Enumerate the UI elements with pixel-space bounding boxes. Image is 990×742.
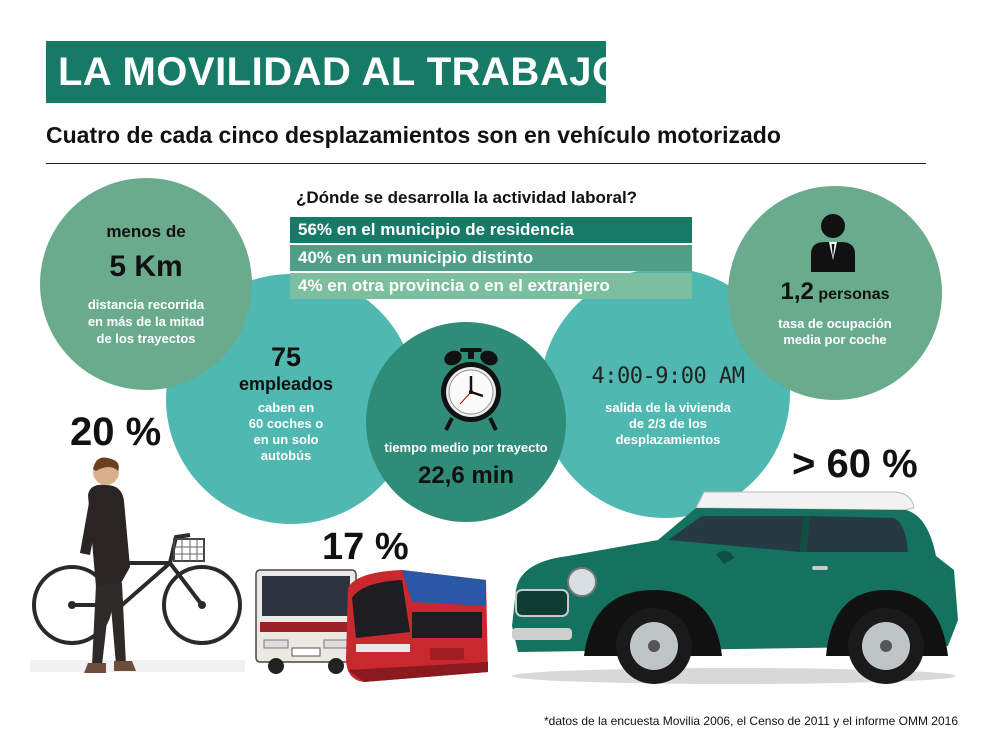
buses-image xyxy=(255,569,488,682)
employees-value: 75 xyxy=(270,342,302,372)
car-share: > 60 % xyxy=(792,442,918,486)
departure-description: salida de la vivienda de 2/3 de los despla… xyxy=(605,400,731,447)
car-image xyxy=(512,491,958,684)
footnote: *datos de la encuesta Movilia 2006, el C… xyxy=(543,714,958,728)
occupancy-description: tasa de ocupación media por coche xyxy=(778,316,892,347)
employees-label: empleados xyxy=(238,374,334,394)
man-with-bicycle-image xyxy=(30,457,245,673)
person-icon xyxy=(811,214,855,272)
title-banner xyxy=(46,41,606,103)
workplace-option-other-province: 4% en otra provincia o en el extranjero xyxy=(290,273,692,299)
time-value: 22,6 min xyxy=(417,462,515,489)
title-asterisk: * xyxy=(623,56,632,76)
workplace-option-residence: 56% en el municipio de residencia xyxy=(290,217,692,243)
occupancy-value: 1,2 personas xyxy=(780,278,890,305)
time-circle xyxy=(366,322,566,522)
workplace-option-other-municipality: 40% en un municipio distinto xyxy=(290,245,692,271)
alarm-clock-icon xyxy=(441,348,501,431)
time-label: tiempo medio por trayecto xyxy=(384,440,548,455)
distance-circle xyxy=(40,178,252,390)
divider xyxy=(46,163,926,164)
public-transport-share: 17 % xyxy=(322,526,409,568)
employees-description: caben en 60 coches o en un solo autobús xyxy=(248,400,324,463)
page-title: LA MOVILIDAD AL TRABAJO* xyxy=(58,50,632,94)
question-heading: ¿Dónde se desarrolla la actividad labora… xyxy=(296,188,638,207)
departure-clock-readout: 4:00-9:00 AM xyxy=(591,364,745,389)
subtitle: Cuatro de cada cinco desplazamientos son… xyxy=(46,122,781,148)
walk-bike-share: 20 % xyxy=(70,410,162,454)
distance-pre: menos de xyxy=(106,222,186,241)
distance-value: 5 Km xyxy=(109,250,183,283)
distance-description: distancia recorrida en más de la mitad de … xyxy=(87,297,205,346)
